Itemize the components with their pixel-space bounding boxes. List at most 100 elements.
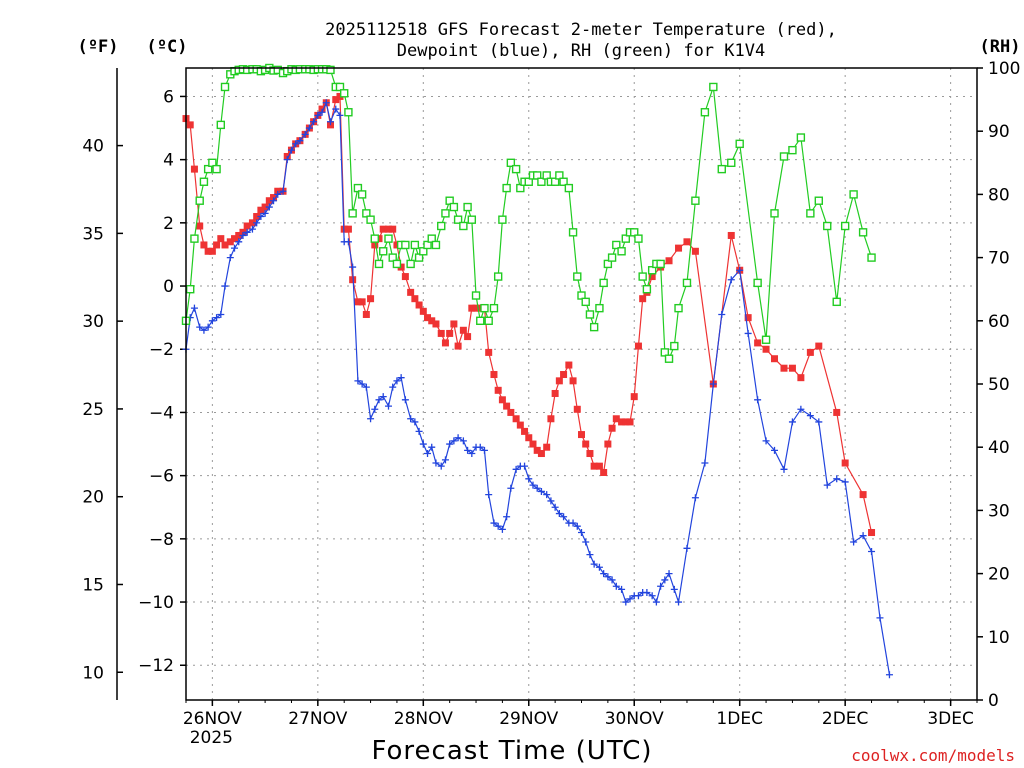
dewpoint-point: [543, 491, 551, 499]
temperature-point: [595, 462, 603, 470]
rh-point: [630, 228, 639, 237]
dewpoint-point: [301, 130, 309, 138]
rh-point: [453, 215, 463, 224]
dewpoint-point: [354, 377, 362, 385]
rh-point: [806, 209, 815, 218]
rh-point: [770, 209, 779, 218]
rh-point: [493, 272, 503, 281]
temperature-point: [529, 440, 537, 448]
rh-point: [691, 196, 700, 205]
rh-point: [459, 221, 468, 231]
rh-point: [664, 354, 674, 363]
fahrenheit-tick-label: 10: [82, 663, 104, 683]
rh-point: [392, 259, 402, 269]
rh-point: [410, 240, 420, 250]
temperature-point: [397, 263, 405, 271]
dewpoint-point: [569, 519, 577, 527]
dewpoint-point: [393, 377, 401, 385]
dewpoint-point: [876, 614, 884, 622]
rh-point: [559, 177, 568, 186]
rh-point: [186, 285, 195, 294]
dewpoint-point: [419, 440, 427, 448]
dewpoint-point: [797, 405, 805, 413]
temperature-point: [472, 304, 480, 312]
rh-point: [384, 234, 393, 243]
dewpoint-point: [196, 323, 204, 331]
dewpoint-point: [287, 146, 295, 154]
dewpoint-point: [841, 478, 849, 486]
rh-point: [595, 303, 604, 313]
dewpoint-point: [450, 437, 458, 445]
temperature-point: [551, 389, 559, 397]
rh-tick-label: 0: [988, 691, 999, 711]
dewpoint-point: [521, 462, 529, 470]
temperature-point: [354, 298, 362, 306]
temperature-point: [384, 225, 392, 233]
x-tick-label: 26NOV: [183, 709, 242, 729]
temperature-point: [419, 307, 427, 315]
rh-point: [642, 285, 652, 294]
temperature-point: [265, 197, 273, 205]
temperature-point: [468, 304, 476, 312]
temperature-point: [780, 364, 788, 372]
dewpoint-point: [270, 197, 278, 205]
fahrenheit-tick-label: 20: [82, 488, 104, 508]
dewpoint-point: [586, 551, 594, 559]
rh-point: [647, 266, 657, 275]
rh-point: [506, 158, 516, 168]
dewpoint-point: [788, 418, 796, 426]
rh-point: [511, 164, 521, 174]
rh-point: [441, 209, 450, 218]
rh-point: [581, 297, 590, 307]
temperature-point: [512, 415, 520, 423]
rh-point: [199, 177, 209, 186]
rh-point: [449, 202, 459, 212]
rh-point: [607, 253, 617, 262]
temperature-point: [401, 273, 409, 281]
temperature-point: [590, 462, 598, 470]
rh-point: [220, 82, 230, 92]
dewpoint-point: [428, 443, 436, 451]
rh-tick-label: 20: [988, 565, 1010, 585]
temperature-point: [507, 408, 515, 416]
dewpoint-point: [371, 405, 379, 413]
rh-tick-label: 10: [988, 628, 1010, 648]
temperature-point: [235, 231, 243, 239]
dewpoint-point: [476, 443, 484, 451]
dewpoint-point: [332, 105, 340, 113]
rh-point: [437, 221, 446, 231]
temperature-point: [618, 418, 626, 426]
rh-point: [617, 247, 626, 256]
dewpoint-point: [261, 209, 269, 217]
temperature-point: [754, 339, 762, 347]
dewpoint-point: [701, 459, 709, 467]
rh-point: [379, 247, 388, 256]
dewpoint-point: [590, 560, 598, 568]
rh-point: [656, 259, 665, 269]
dewpoint-point: [454, 434, 462, 442]
dewpoint-point: [490, 519, 498, 527]
dewpoint-point: [494, 522, 502, 530]
rh-point: [190, 234, 199, 243]
rh-point: [867, 253, 876, 262]
temperature-point: [744, 314, 752, 322]
dewpoint-point: [208, 317, 216, 325]
dewpoint-point: [190, 304, 198, 312]
rh-point: [542, 171, 551, 180]
fahrenheit-tick-label: 35: [82, 224, 104, 244]
temperature-point: [226, 238, 234, 246]
rh-tick-label: 60: [988, 312, 1010, 332]
temperature-point: [560, 371, 568, 379]
dewpoint-point: [292, 140, 300, 148]
celsius-tick-label: −6: [149, 467, 174, 487]
temperature-point: [464, 333, 472, 341]
dewpoint-point: [643, 589, 651, 597]
dewpoint-point: [389, 383, 397, 391]
dewpoint-point: [744, 329, 752, 337]
rh-point: [682, 278, 692, 288]
dewpoint-point: [367, 415, 375, 423]
dewpoint-point: [675, 598, 683, 606]
dewpoint-point: [441, 456, 449, 464]
temperature-point: [248, 219, 256, 227]
temperature-point: [727, 231, 735, 239]
